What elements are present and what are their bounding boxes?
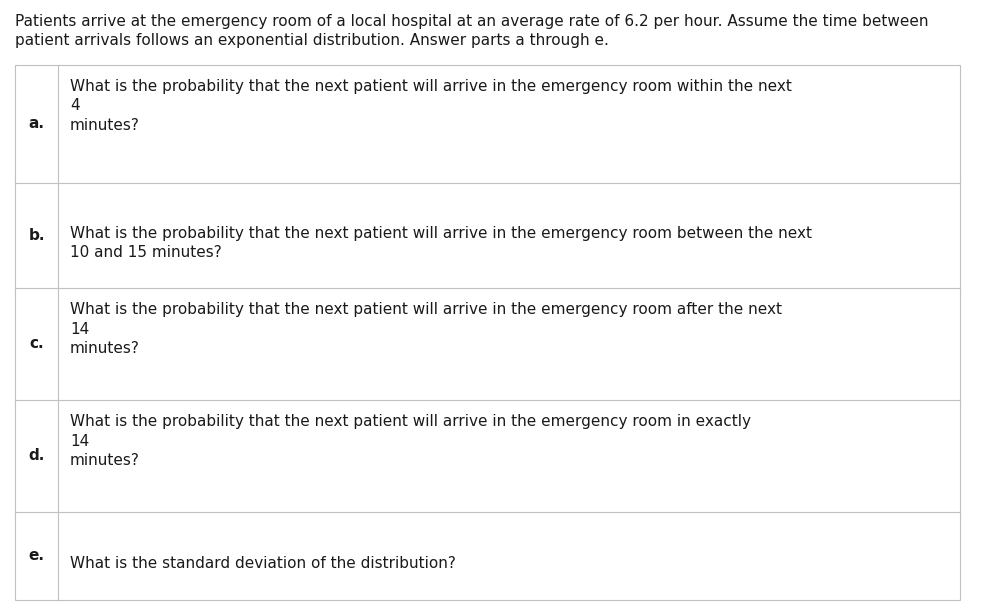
Text: What is the probability that the next patient will arrive in the emergency room : What is the probability that the next pa…	[70, 79, 792, 94]
Text: minutes?: minutes?	[70, 341, 140, 356]
Bar	[15, 65, 960, 600]
Text: 14: 14	[70, 322, 89, 336]
Text: b.: b.	[28, 228, 45, 243]
Text: d.: d.	[28, 448, 45, 464]
Text: e.: e.	[28, 548, 44, 564]
Text: What is the probability that the next patient will arrive in the emergency room : What is the probability that the next pa…	[70, 226, 812, 241]
Text: minutes?: minutes?	[70, 118, 140, 133]
Text: c.: c.	[29, 336, 44, 351]
Text: patient arrivals follows an exponential distribution. Answer parts a through e.: patient arrivals follows an exponential …	[15, 33, 609, 48]
Text: Patients arrive at the emergency room of a local hospital at an average rate of : Patients arrive at the emergency room of…	[15, 14, 928, 29]
Text: a.: a.	[28, 117, 44, 131]
Text: 4: 4	[70, 98, 79, 114]
Text: 14: 14	[70, 433, 89, 448]
Text: What is the probability that the next patient will arrive in the emergency room : What is the probability that the next pa…	[70, 302, 782, 317]
Text: What is the probability that the next patient will arrive in the emergency room : What is the probability that the next pa…	[70, 414, 751, 429]
Text: 10 and 15 minutes?: 10 and 15 minutes?	[70, 245, 222, 260]
Text: minutes?: minutes?	[70, 453, 140, 468]
Text: What is the standard deviation of the distribution?: What is the standard deviation of the di…	[70, 556, 456, 571]
